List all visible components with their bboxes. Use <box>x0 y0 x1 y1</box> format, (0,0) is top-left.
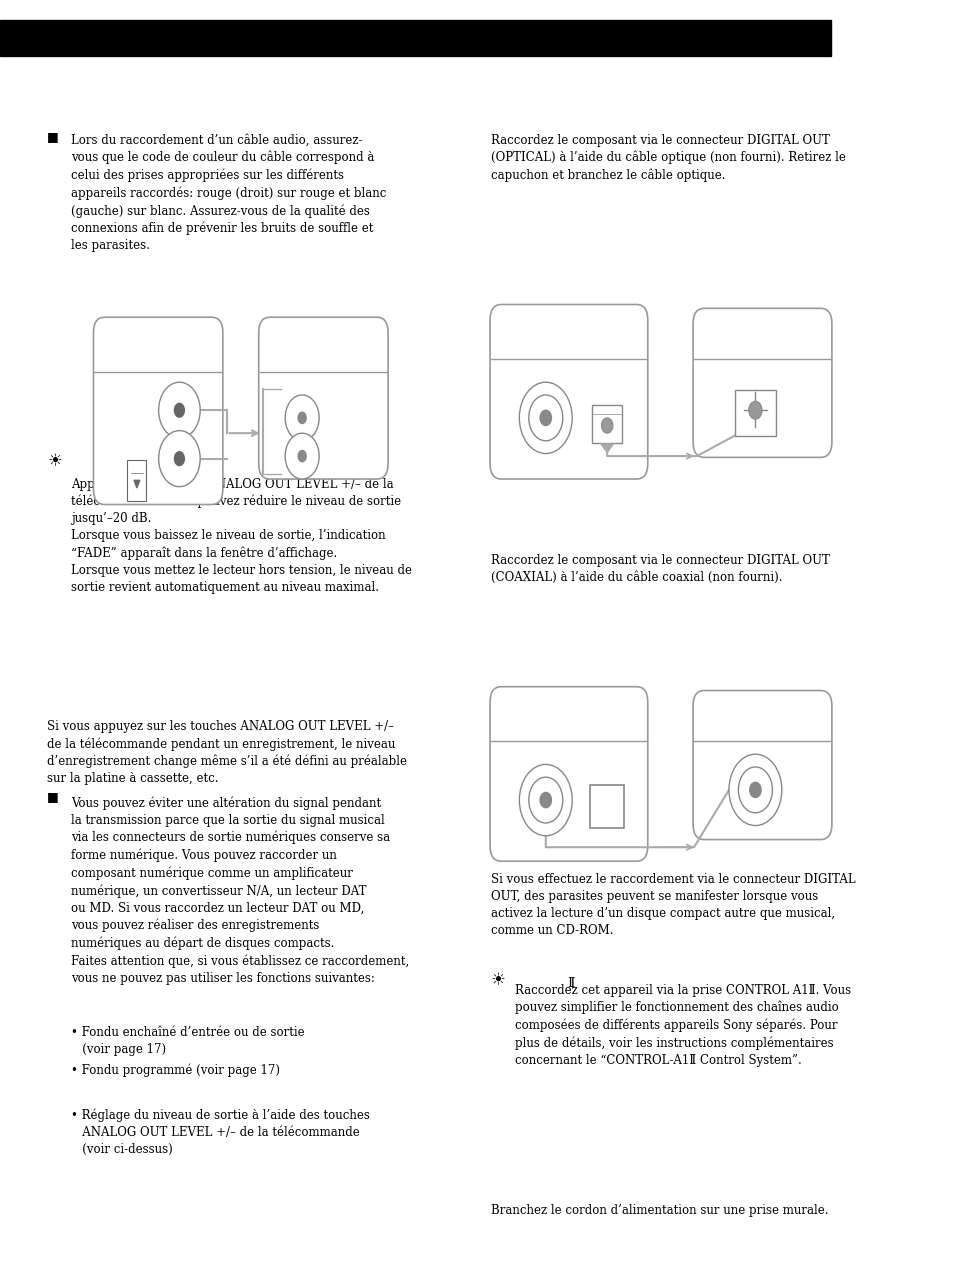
Text: Lors du raccordement d’un câble audio, assurez-
vous que le code de couleur du c: Lors du raccordement d’un câble audio, a… <box>71 134 386 252</box>
Circle shape <box>528 777 562 823</box>
Bar <box>128 460 146 501</box>
Text: Si vous appuyez sur les touches ANALOG OUT LEVEL +/–
de la télécommande pendant : Si vous appuyez sur les touches ANALOG O… <box>47 720 407 785</box>
Text: Appuyez sur la touche ANALOG OUT LEVEL +/– de la
télécommande. Vous pouvez rédui: Appuyez sur la touche ANALOG OUT LEVEL +… <box>71 478 412 594</box>
Circle shape <box>158 431 200 487</box>
Circle shape <box>738 767 772 813</box>
Text: • Fondu enchaîné d’entrée ou de sortie
   (voir page 17): • Fondu enchaîné d’entrée ou de sortie (… <box>71 1026 304 1056</box>
Circle shape <box>518 764 572 836</box>
Circle shape <box>728 754 781 826</box>
Text: Ⅱ: Ⅱ <box>567 977 575 990</box>
Text: Branchez le cordon d’alimentation sur une prise murale.: Branchez le cordon d’alimentation sur un… <box>491 1204 827 1217</box>
FancyBboxPatch shape <box>693 308 831 457</box>
Text: • Fondu programmé (voir page 17): • Fondu programmé (voir page 17) <box>71 1064 279 1078</box>
Text: Raccordez le composant via le connecteur DIGITAL OUT
(COAXIAL) à l’aide du câble: Raccordez le composant via le connecteur… <box>491 554 829 585</box>
Text: ■: ■ <box>47 130 59 143</box>
Circle shape <box>539 410 551 426</box>
Bar <box>590 785 623 828</box>
Text: Si vous effectuez le raccordement via le connecteur DIGITAL
OUT, des parasites p: Si vous effectuez le raccordement via le… <box>491 873 855 936</box>
Circle shape <box>297 450 307 462</box>
Circle shape <box>173 451 185 466</box>
Text: Raccordez le composant via le connecteur DIGITAL OUT
(OPTICAL) à l’aide du câble: Raccordez le composant via le connecteur… <box>491 134 845 182</box>
FancyBboxPatch shape <box>693 691 831 840</box>
FancyBboxPatch shape <box>258 317 388 479</box>
Circle shape <box>539 792 551 808</box>
Circle shape <box>528 395 562 441</box>
FancyBboxPatch shape <box>93 317 223 505</box>
Bar <box>0 20 830 56</box>
Bar <box>734 390 776 436</box>
Circle shape <box>749 782 760 798</box>
Bar <box>592 405 621 443</box>
Circle shape <box>518 382 572 454</box>
Circle shape <box>158 382 200 438</box>
Circle shape <box>173 403 185 418</box>
Circle shape <box>297 412 307 424</box>
Circle shape <box>285 433 319 479</box>
Text: Vous pouvez éviter une altération du signal pendant
la transmission parce que la: Vous pouvez éviter une altération du sig… <box>71 796 409 985</box>
FancyBboxPatch shape <box>490 304 647 479</box>
Text: ☀: ☀ <box>491 971 505 989</box>
Circle shape <box>600 418 612 433</box>
Text: • Réglage du niveau de sortie à l’aide des touches
   ANALOG OUT LEVEL +/– de la: • Réglage du niveau de sortie à l’aide d… <box>71 1108 370 1156</box>
Polygon shape <box>599 443 614 454</box>
FancyBboxPatch shape <box>490 687 647 861</box>
Text: ☀: ☀ <box>47 452 62 470</box>
Polygon shape <box>134 480 139 488</box>
Text: Raccordez cet appareil via la prise CONTROL A1Ⅱ. Vous
pouvez simplifier le fonct: Raccordez cet appareil via la prise CONT… <box>514 984 850 1066</box>
Circle shape <box>285 395 319 441</box>
Text: ■: ■ <box>47 790 59 803</box>
Circle shape <box>748 401 761 419</box>
